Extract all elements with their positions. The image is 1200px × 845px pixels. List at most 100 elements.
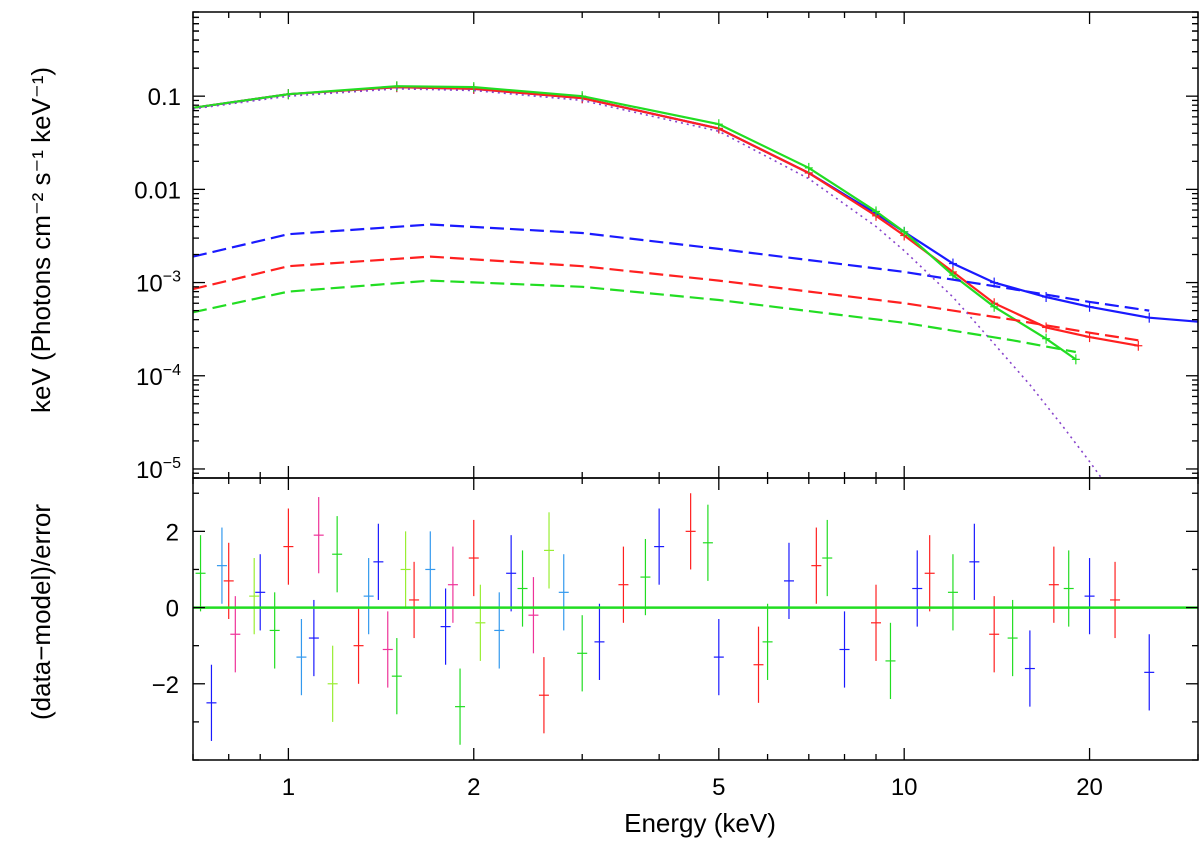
residual-point <box>822 519 833 597</box>
spectrum-point <box>469 82 478 93</box>
residual-point <box>269 592 280 669</box>
residual-point <box>947 554 958 631</box>
residual-point <box>230 596 241 673</box>
residual-point <box>1144 634 1155 711</box>
residual-point <box>391 638 402 715</box>
spectrum-point <box>1194 316 1198 327</box>
residual-point <box>1024 630 1035 707</box>
residual-point <box>1110 561 1121 639</box>
spectrum-panel-data <box>193 81 1198 478</box>
residual-point <box>753 626 764 703</box>
residual-point <box>373 523 384 600</box>
x-tick-label: 2 <box>467 774 480 801</box>
residual-point <box>528 577 539 654</box>
spectrum-y-tick-label: 10−5 <box>136 455 181 484</box>
spectrum-point <box>900 226 909 237</box>
residual-point <box>885 622 896 700</box>
residual-point <box>1063 550 1074 627</box>
residual-y-tick-label: 0 <box>166 596 179 623</box>
residual-point <box>255 554 266 631</box>
x-tick-label: 1 <box>282 774 295 801</box>
residual-point <box>363 558 374 635</box>
residual-point <box>447 546 458 623</box>
spectrum-y-tick-label: 0.01 <box>134 177 181 204</box>
x-tick-label: 5 <box>712 774 725 801</box>
residual-point <box>506 535 517 612</box>
residual-point <box>475 584 486 661</box>
residual-point <box>544 512 555 589</box>
spectrum-point <box>1134 340 1143 351</box>
residual-point <box>332 516 343 593</box>
spectrum-point <box>948 258 957 269</box>
spectrum-point <box>284 89 293 100</box>
residual-point <box>811 527 822 604</box>
residual-point <box>400 531 411 608</box>
residual-point <box>1084 558 1095 635</box>
spectrum-point <box>804 162 813 173</box>
residual-point <box>440 588 451 665</box>
residual-point <box>313 497 324 574</box>
spectrum-point <box>392 81 401 92</box>
spectrum-point <box>1071 354 1080 365</box>
residual-point <box>762 603 773 680</box>
residual-point <box>409 561 420 639</box>
spectrum-series-5 <box>193 279 1077 354</box>
residual-point <box>577 615 588 692</box>
spectrum-point <box>1145 312 1154 323</box>
residual-point <box>296 619 307 696</box>
residual-point <box>618 546 629 623</box>
residual-point <box>425 531 436 608</box>
residual-point <box>654 508 665 585</box>
residual-point <box>839 611 850 688</box>
residual-point <box>249 558 260 635</box>
residual-point <box>594 603 605 680</box>
residual-y-axis-title: (data−model)/error <box>26 504 56 720</box>
residual-point <box>1007 599 1018 677</box>
residual-point <box>558 554 569 631</box>
x-axis-title: Energy (keV) <box>624 808 776 838</box>
spectrum-point <box>1085 301 1094 312</box>
residual-point <box>283 508 294 585</box>
residual-point <box>871 584 882 661</box>
residual-point <box>494 592 505 669</box>
residual-point <box>455 668 466 745</box>
spectrum-point <box>578 91 587 102</box>
residual-point <box>382 611 393 688</box>
residual-point <box>969 523 980 600</box>
residual-point <box>924 535 935 612</box>
spectrum-point <box>1042 292 1051 303</box>
residual-point <box>195 535 206 612</box>
spectrum-series-6 <box>193 87 1103 478</box>
residual-point <box>353 607 364 684</box>
residual-point <box>327 645 338 722</box>
spectrum-point <box>714 119 723 130</box>
residual-point <box>989 596 1000 673</box>
residual-point <box>206 664 217 741</box>
x-tick-label: 20 <box>1076 774 1103 801</box>
residual-point <box>713 619 724 696</box>
residual-point <box>912 550 923 627</box>
residual-y-tick-label: 2 <box>166 519 179 546</box>
residual-panel-frame <box>192 477 1199 761</box>
residual-point <box>468 519 479 597</box>
residual-point <box>640 538 651 616</box>
residual-y-tick-label: −2 <box>152 672 179 699</box>
residual-point <box>308 599 319 677</box>
spectrum-series-2 <box>193 85 1077 361</box>
residual-point <box>702 504 713 581</box>
residual-point <box>783 542 794 619</box>
x-tick-label: 10 <box>891 774 918 801</box>
spectrum-y-tick-label: 10−3 <box>136 269 181 298</box>
spectrum-point <box>990 301 999 312</box>
residual-point <box>685 493 696 570</box>
spectrum-y-tick-label: 0.1 <box>148 84 181 111</box>
residual-point <box>1048 546 1059 623</box>
spectrum-point <box>872 206 881 217</box>
spectrum-series-4 <box>193 255 1139 342</box>
spectrum-y-axis-title: keV (Photons cm⁻² s⁻¹ keV⁻¹) <box>26 67 56 413</box>
axes-layer: 1 2 5 10 20 10−5 10−4 10−3 0.01 0.1 −2 0 2 <box>134 11 1199 801</box>
spectrum-y-tick-label: 10−4 <box>136 362 181 391</box>
spectrum-panel-frame <box>192 11 1199 479</box>
spectrum-point <box>1042 333 1051 344</box>
